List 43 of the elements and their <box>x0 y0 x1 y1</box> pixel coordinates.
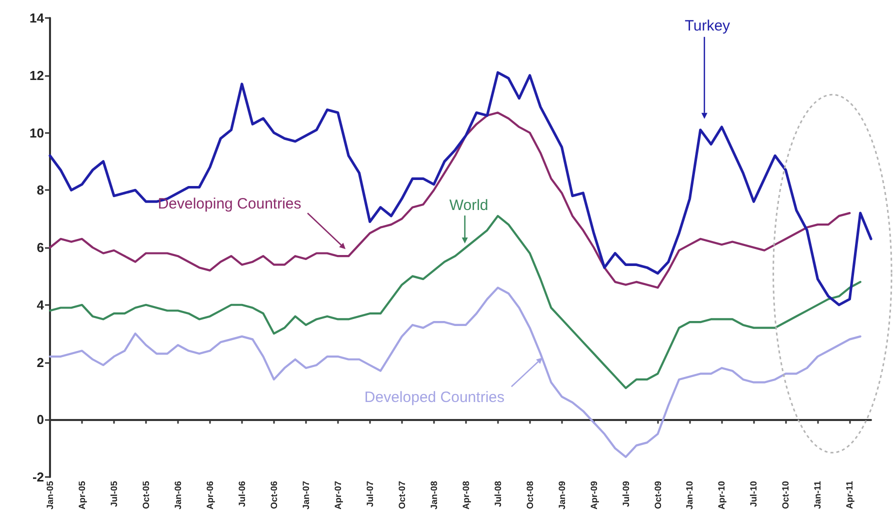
y-tick-label: 8 <box>36 182 44 198</box>
x-tick-label: Apr-08 <box>460 481 471 510</box>
y-tick-label: 6 <box>36 240 44 255</box>
x-tick-label: Oct-05 <box>140 481 151 510</box>
text: Developing Countries <box>158 196 302 213</box>
y-tick-label: 4 <box>36 297 45 312</box>
line-series <box>48 112 851 289</box>
x-tick-label: Jan-08 <box>428 481 439 510</box>
x-tick-label: Jul-05 <box>108 481 119 508</box>
x-tick-label: Jan-06 <box>172 481 183 510</box>
series-label: World <box>449 197 488 214</box>
x-tick-label: Oct-06 <box>268 481 279 510</box>
line-series <box>48 214 862 390</box>
x-tick-label: Oct-10 <box>780 481 791 510</box>
text: Turkey <box>684 17 731 34</box>
y-tick-label: 14 <box>30 10 45 26</box>
x-tick-label: Jan-07 <box>300 481 311 510</box>
line-series <box>48 71 872 306</box>
x-tick-label: Jan-10 <box>684 481 695 510</box>
series-label: Developed Countries <box>364 389 505 406</box>
y-tick-label: 12 <box>30 68 44 83</box>
y-tick-label: 0 <box>36 412 44 428</box>
line-series <box>48 286 862 458</box>
x-tick-label: Apr-07 <box>332 481 343 510</box>
x-tick-label: Apr-10 <box>716 481 727 510</box>
x-tick-label: Oct-08 <box>524 481 535 510</box>
x-tick-label: Jan-05 <box>45 481 55 510</box>
y-tick-label: -2 <box>32 470 44 484</box>
x-tick-label: Oct-09 <box>652 481 663 510</box>
x-tick-label: Jul-08 <box>492 481 503 508</box>
x-tick-label: Jul-09 <box>620 481 631 508</box>
x-tick-label: Apr-06 <box>204 481 215 510</box>
y-tick-label: 10 <box>30 125 44 140</box>
x-tick-label: Jul-10 <box>748 481 759 508</box>
x-tick-label: Apr-05 <box>76 481 87 510</box>
y-tick-label: 2 <box>36 354 44 370</box>
x-tick-label: Apr-11 <box>844 481 855 510</box>
x-tick-label: Oct-07 <box>396 481 407 510</box>
x-tick-label: Jul-07 <box>364 481 375 508</box>
x-tick-label: Jan-11 <box>812 481 823 510</box>
x-tick-label: Jul-06 <box>236 481 247 508</box>
x-tick-label: Jan-09 <box>556 481 567 510</box>
x-tick-label: Apr-09 <box>588 481 599 510</box>
